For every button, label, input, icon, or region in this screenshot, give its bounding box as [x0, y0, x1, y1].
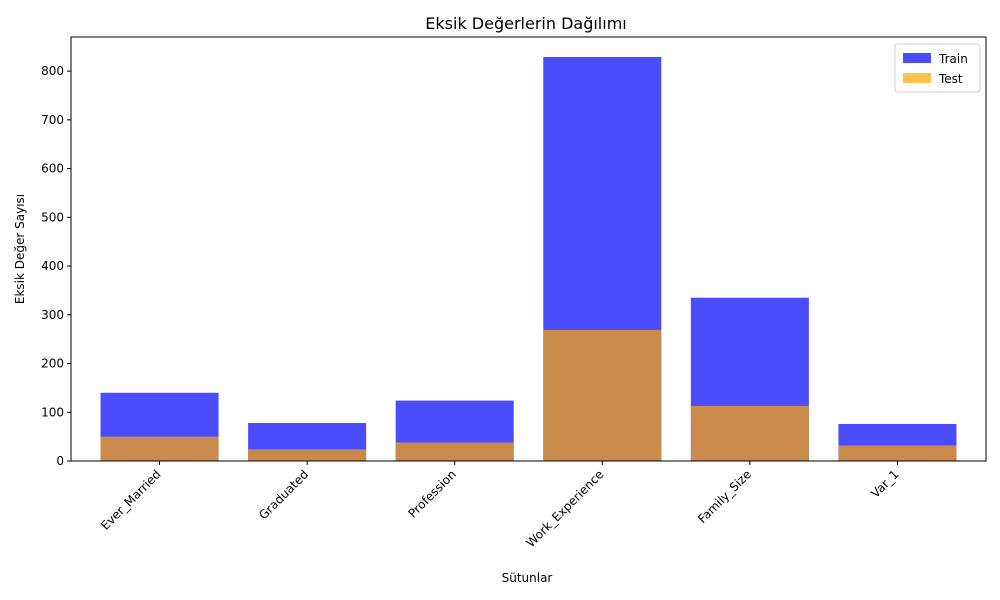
- y-axis-label: Eksik Değer Sayısı: [13, 194, 27, 304]
- y-tick-label: 0: [56, 454, 64, 468]
- y-tick-label: 200: [41, 357, 64, 371]
- x-axis-label: Sütunlar: [502, 571, 553, 585]
- y-tick-label: 700: [41, 113, 64, 127]
- bar-test-ever-married: [100, 436, 219, 461]
- x-tick-label: Work_Experience: [523, 467, 606, 550]
- bar-test-profession: [395, 442, 514, 461]
- y-tick-label: 600: [41, 162, 64, 176]
- chart-title: Eksik Değerlerin Dağılımı: [425, 14, 626, 33]
- bar-test-work-experience: [543, 329, 662, 461]
- bar-test-var-1: [838, 445, 957, 461]
- y-tick-label: 300: [41, 308, 64, 322]
- legend-swatch-test: [903, 73, 931, 83]
- x-tick-label: Graduated: [256, 467, 311, 522]
- y-tick-label: 500: [41, 210, 64, 224]
- bars-layer: [100, 56, 957, 462]
- legend-label-train: Train: [938, 52, 968, 66]
- legend-swatch-train: [903, 53, 931, 63]
- bar-test-graduated: [248, 449, 367, 461]
- legend-label-test: Test: [938, 72, 963, 86]
- x-tick-label: Family_Size: [695, 467, 754, 526]
- y-tick-label: 400: [41, 259, 64, 273]
- y-tick-label: 100: [41, 405, 64, 419]
- x-tick-label: Profession: [405, 467, 458, 520]
- plot-frame: [70, 36, 987, 462]
- bar-test-family-size: [690, 405, 809, 461]
- y-tick-label: 800: [41, 64, 64, 78]
- x-tick-label: Var_1: [868, 467, 901, 500]
- legend: Train Test: [894, 43, 981, 93]
- x-tick-label: Ever_Married: [98, 467, 164, 533]
